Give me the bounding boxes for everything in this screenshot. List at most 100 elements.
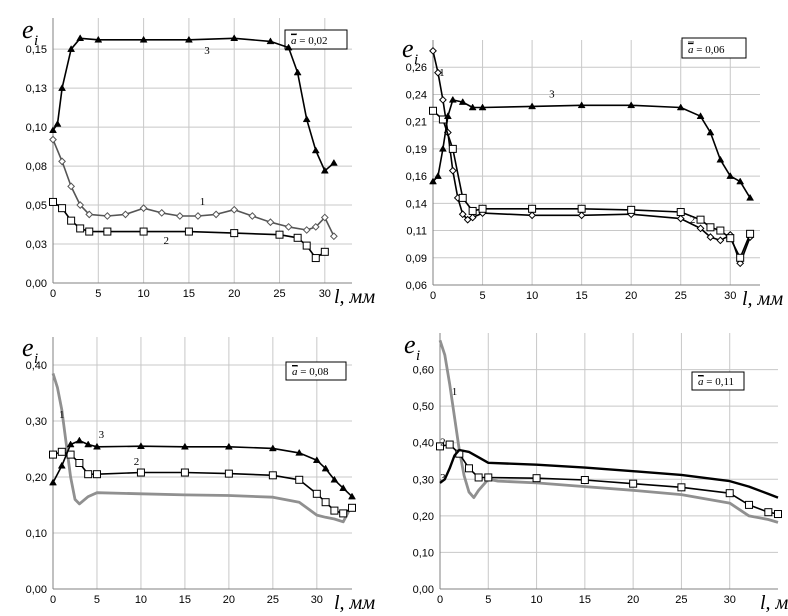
data-point-series-3 [266, 37, 275, 45]
x-axis-label: l, мм [742, 288, 783, 310]
data-point-series-2 [764, 508, 773, 517]
data-point-series-3 [339, 484, 348, 491]
x-tick-label: 15 [179, 594, 191, 606]
data-point-series-2 [67, 216, 76, 225]
series-line-3 [52, 37, 335, 172]
y-axis-label-subscript: i [416, 348, 420, 364]
data-point-series-2 [268, 471, 277, 480]
data-point-series-3 [76, 34, 85, 42]
data-point-series-2 [774, 510, 782, 519]
data-point-series-3 [53, 120, 62, 127]
data-point-series-2 [436, 442, 444, 451]
series-line-3 [439, 448, 779, 499]
data-point-series-3 [676, 103, 685, 111]
curve-number-label: 2 [164, 235, 170, 247]
data-point-series-3 [137, 442, 145, 449]
data-point-series-2 [528, 204, 537, 213]
y-axis-label-subscript: i [34, 351, 38, 367]
x-tick-label: 20 [627, 594, 639, 606]
data-point-series-1 [103, 212, 112, 220]
curve-number-label: 3 [204, 45, 210, 57]
curve-number-label: 3 [99, 429, 105, 441]
data-point-series-2 [330, 506, 339, 515]
data-point-series-3 [627, 101, 636, 109]
data-point-series-2 [321, 498, 330, 507]
data-point-series-1 [706, 233, 715, 241]
data-point-series-2 [438, 115, 447, 124]
data-point-series-3 [716, 155, 725, 163]
data-point-series-3 [94, 35, 103, 43]
x-tick-label: 20 [223, 594, 235, 606]
data-point-series-2 [76, 224, 85, 233]
x-tick-label: 10 [135, 594, 147, 606]
data-point-series-2 [230, 229, 239, 238]
data-point-series-2 [295, 475, 304, 484]
y-tick-label: 0,26 [406, 62, 427, 74]
parameter-box [681, 37, 747, 59]
data-point-series-1 [157, 208, 166, 217]
x-axis-label: l, мм [760, 592, 788, 614]
curve-number-label: 1 [59, 409, 65, 421]
parameter-symbol: a [698, 376, 704, 388]
x-axis-label: l, мм [334, 286, 375, 308]
data-point-series-3 [84, 440, 93, 448]
data-point-series-2 [184, 227, 193, 236]
data-point-series-1 [49, 135, 57, 144]
y-tick-label: 0,30 [26, 416, 47, 428]
data-point-series-2 [458, 193, 467, 202]
data-point-series-3 [696, 112, 705, 119]
data-point-series-3 [93, 442, 101, 450]
data-point-series-1 [528, 211, 536, 220]
x-tick-label: 10 [530, 594, 542, 606]
data-point-series-2 [293, 233, 302, 242]
y-tick-label: 0,15 [26, 44, 47, 56]
data-point-series-2 [629, 479, 638, 488]
data-point-series-1 [194, 212, 202, 220]
data-point-series-2 [745, 500, 754, 509]
data-point-series-3 [438, 144, 447, 152]
data-point-series-2 [136, 468, 145, 477]
y-tick-label: 0,40 [413, 438, 434, 450]
x-tick-label: 0 [430, 290, 436, 302]
data-point-series-2 [57, 447, 66, 456]
data-point-series-3 [321, 464, 330, 472]
parameter-label: a = 0,11 [698, 376, 734, 388]
x-axis-label: l, мм [334, 592, 375, 614]
x-tick-label: 25 [267, 594, 279, 606]
data-point-series-1 [85, 210, 94, 219]
data-point-series-2 [311, 254, 320, 263]
parameter-box [691, 371, 745, 391]
data-point-series-1 [458, 210, 467, 219]
data-point-series-2 [275, 230, 284, 239]
y-tick-label: 0,24 [406, 89, 427, 101]
curve-number-label: 2 [690, 214, 696, 226]
x-tick-label: 5 [485, 594, 491, 606]
curve-number-label: 1 [439, 67, 445, 79]
data-point-series-3 [478, 103, 487, 111]
x-tick-label: 20 [625, 290, 637, 302]
data-point-series-1 [266, 218, 275, 227]
y-tick-label: 0,09 [406, 253, 427, 265]
data-point-series-3 [458, 98, 467, 105]
y-tick-label: 0,60 [413, 365, 434, 377]
data-point-series-1 [311, 222, 320, 231]
curve-number-label: 2 [440, 436, 446, 448]
parameter-symbol: a [292, 366, 298, 378]
data-point-series-2 [49, 197, 57, 206]
data-point-series-3 [726, 172, 735, 179]
data-point-series-1 [284, 222, 293, 231]
data-point-series-3 [49, 126, 57, 133]
y-tick-label: 0,03 [26, 239, 47, 251]
series-line-2 [432, 110, 751, 259]
x-tick-label: 5 [95, 288, 101, 300]
x-tick-label: 15 [183, 288, 195, 300]
y-tick-label: 0,50 [413, 401, 434, 413]
data-point-series-3 [329, 158, 338, 166]
parameter-value: = 0,02 [297, 35, 328, 47]
data-point-series-3 [293, 68, 302, 76]
series-line-2 [52, 450, 353, 515]
data-point-series-2 [736, 253, 745, 262]
data-point-series-2 [320, 247, 329, 256]
data-point-series-2 [58, 204, 67, 213]
